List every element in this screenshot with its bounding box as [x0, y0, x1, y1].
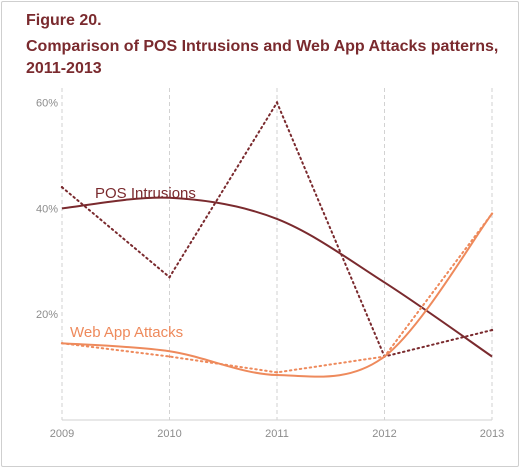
series-web-point [383, 355, 386, 358]
x-tick-label: 2010 [157, 428, 181, 440]
series-pos-point [275, 101, 279, 104]
series-web-trend-line [61, 213, 493, 378]
series-pos-point [168, 275, 171, 279]
series-pos-trend-line [61, 196, 493, 358]
y-tick-label: 20% [36, 309, 58, 321]
x-tick-label: 2011 [265, 428, 289, 440]
series-label-web: Web App Attacks [70, 324, 183, 341]
figure-label: Figure 20. [26, 12, 102, 29]
series-pos-point [60, 186, 64, 189]
x-tick-label: 2009 [50, 428, 74, 440]
y-tick-label: 40% [36, 203, 58, 215]
series-web-point [275, 371, 279, 374]
x-tick-label: 2013 [480, 428, 504, 440]
x-tick-label: 2012 [372, 428, 396, 440]
y-tick-label: 60% [36, 98, 58, 110]
series-pos-point [490, 328, 494, 332]
series-web-point [60, 342, 64, 345]
series-label-pos: POS Intrusions [95, 185, 196, 202]
series-web-point [490, 212, 494, 215]
label-layer: POS Intrusions Web App Attacks [70, 185, 196, 341]
series-web-point [168, 355, 171, 358]
grid-layer: 2009 2010 2011 2012 2013 20% 40% 60% [36, 88, 504, 440]
figure-title: Comparison of POS Intrusions and Web App… [26, 38, 499, 77]
series-layer [60, 100, 494, 378]
